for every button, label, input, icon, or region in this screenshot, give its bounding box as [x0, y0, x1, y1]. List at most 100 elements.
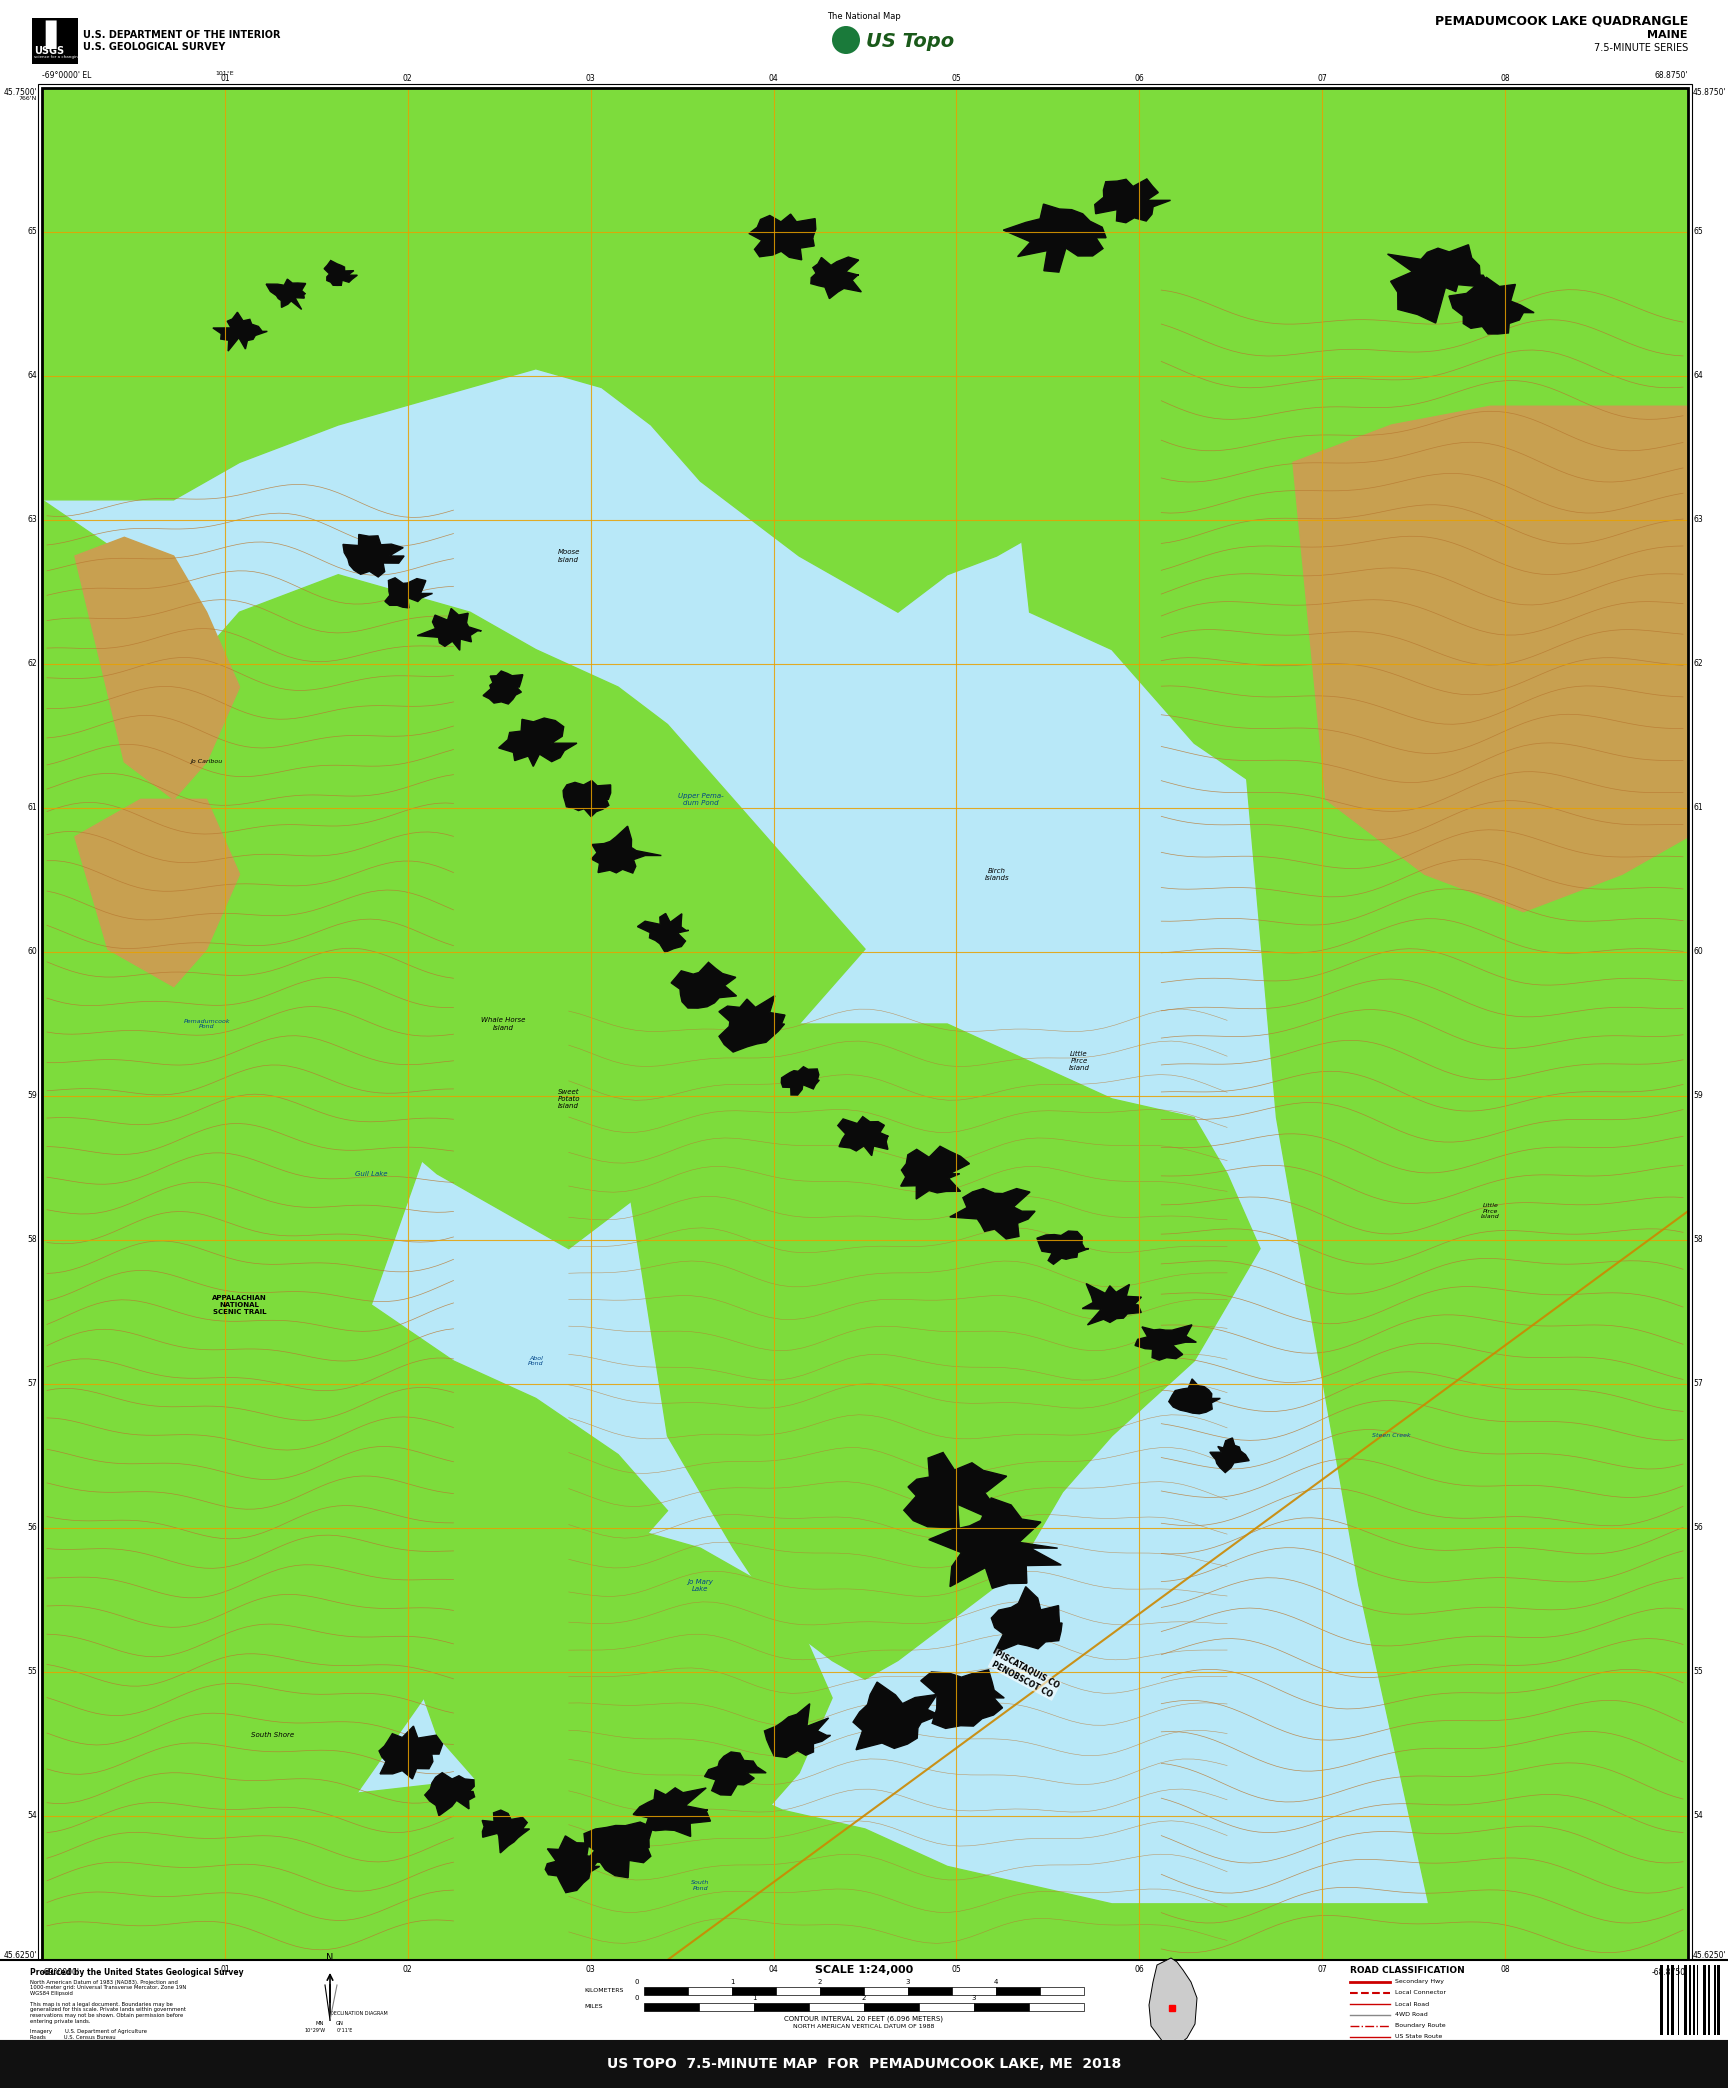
Polygon shape — [900, 1146, 969, 1199]
Bar — [700, 2002, 753, 2011]
Bar — [0, 1961, 1728, 2040]
Text: Hydrography   National Hydrography Dataset: Hydrography National Hydrography Dataset — [29, 2053, 150, 2057]
Text: DECLINATION DIAGRAM: DECLINATION DIAGRAM — [330, 2011, 387, 2017]
Text: 03: 03 — [586, 73, 596, 84]
Bar — [1661, 1965, 1662, 2036]
Text: 03: 03 — [586, 1965, 596, 1973]
Text: Secondary Hwy: Secondary Hwy — [1394, 1979, 1445, 1984]
Text: 4WD Road: 4WD Road — [1394, 2013, 1427, 2017]
Bar — [1704, 1965, 1706, 2036]
Text: 07: 07 — [1317, 1965, 1327, 1973]
Bar — [776, 1988, 821, 1994]
Polygon shape — [1082, 1284, 1142, 1326]
Bar — [1718, 1965, 1719, 2036]
Text: Boundaries     National Atlas: Boundaries National Atlas — [29, 2046, 105, 2050]
Polygon shape — [416, 608, 482, 649]
Polygon shape — [781, 1067, 819, 1094]
Text: 3: 3 — [905, 1979, 911, 1986]
Polygon shape — [484, 670, 524, 704]
Text: generalized for this scale. Private lands within government: generalized for this scale. Private land… — [29, 2007, 187, 2013]
Text: 1: 1 — [729, 1979, 734, 1986]
Bar — [1028, 2002, 1083, 2011]
Text: 0: 0 — [634, 1994, 639, 2000]
Text: 68.8750': 68.8750' — [1654, 71, 1688, 79]
Polygon shape — [719, 996, 785, 1052]
Text: 2: 2 — [862, 1994, 866, 2000]
Text: Gull Lake: Gull Lake — [354, 1171, 387, 1178]
Polygon shape — [266, 280, 306, 309]
Text: The National Map: The National Map — [828, 13, 900, 21]
Bar — [1685, 1965, 1687, 2036]
Polygon shape — [378, 1727, 442, 1779]
Polygon shape — [1037, 1232, 1089, 1265]
Text: 57: 57 — [28, 1380, 36, 1389]
Polygon shape — [482, 1810, 529, 1852]
Text: Birch
Islands: Birch Islands — [985, 869, 1009, 881]
Polygon shape — [563, 781, 610, 816]
Bar — [0, 0, 1728, 88]
Text: Boundaries:: Boundaries: — [1350, 2065, 1398, 2069]
Polygon shape — [41, 1173, 667, 1961]
Polygon shape — [1210, 1439, 1249, 1472]
Text: 64: 64 — [1693, 372, 1702, 380]
Polygon shape — [838, 1117, 888, 1155]
Polygon shape — [41, 1754, 1688, 1961]
Text: 56: 56 — [28, 1524, 36, 1533]
Text: 45.6250': 45.6250' — [1693, 1950, 1726, 1961]
Polygon shape — [342, 535, 404, 576]
Polygon shape — [992, 1587, 1063, 1654]
Text: reservations may not be shown. Obtain permission before: reservations may not be shown. Obtain pe… — [29, 2013, 183, 2017]
Text: GN: GN — [335, 2021, 344, 2025]
Polygon shape — [41, 313, 1688, 649]
Bar — [1688, 1965, 1692, 2036]
Text: ▐: ▐ — [35, 21, 55, 48]
Text: 0: 0 — [634, 1979, 639, 1986]
Text: US Topo: US Topo — [866, 31, 954, 50]
Text: Boundary Route: Boundary Route — [1394, 2023, 1446, 2030]
Text: U.S. GEOLOGICAL SURVEY: U.S. GEOLOGICAL SURVEY — [83, 42, 225, 52]
Polygon shape — [619, 1023, 1260, 1679]
Text: Names          U.S. Board on Geographic Names: Names U.S. Board on Geographic Names — [29, 2040, 152, 2046]
Text: Moose
Island: Moose Island — [558, 549, 581, 562]
Bar — [919, 2002, 975, 2011]
Text: 60: 60 — [1693, 948, 1702, 956]
Text: -69°0000' EL: -69°0000' EL — [41, 71, 92, 79]
Text: PISCATAQUIS CO
PENOBSCOT CO: PISCATAQUIS CO PENOBSCOT CO — [988, 1650, 1061, 1700]
Text: 08: 08 — [1500, 73, 1510, 84]
Text: 63: 63 — [1693, 516, 1702, 524]
Polygon shape — [950, 1188, 1035, 1238]
Text: Roads           U.S. Census Bureau: Roads U.S. Census Bureau — [29, 2036, 116, 2040]
Polygon shape — [904, 1453, 1007, 1528]
Text: entering private lands.: entering private lands. — [29, 2019, 90, 2023]
Polygon shape — [705, 1752, 766, 1796]
Polygon shape — [997, 200, 1688, 837]
Polygon shape — [810, 257, 861, 299]
Polygon shape — [584, 1823, 653, 1877]
Text: ROAD CLASSIFICATION: ROAD CLASSIFICATION — [1350, 1967, 1465, 1975]
Text: 64: 64 — [28, 372, 36, 380]
Text: 58: 58 — [1693, 1236, 1702, 1244]
Text: 58: 58 — [28, 1236, 36, 1244]
Text: 55: 55 — [1693, 1668, 1702, 1677]
Polygon shape — [425, 1773, 475, 1817]
Text: Abol
Pond: Abol Pond — [529, 1355, 544, 1366]
Text: Jo Mary
Lake: Jo Mary Lake — [688, 1579, 714, 1593]
Text: 59: 59 — [1693, 1092, 1702, 1100]
Bar — [0, 2040, 1728, 2088]
Bar — [33, 19, 78, 65]
Polygon shape — [74, 800, 240, 986]
Text: Little
Pirce
Island: Little Pirce Island — [1068, 1052, 1089, 1071]
Bar — [1671, 1965, 1674, 2036]
Text: 06: 06 — [1135, 1965, 1144, 1973]
Polygon shape — [854, 1683, 942, 1750]
Text: 63: 63 — [28, 516, 36, 524]
Text: 62: 62 — [28, 660, 36, 668]
Text: 04: 04 — [769, 73, 778, 84]
Polygon shape — [1388, 244, 1491, 324]
Polygon shape — [1149, 1959, 1198, 2046]
Text: MN: MN — [316, 2021, 325, 2025]
Text: 45.6250': 45.6250' — [3, 1950, 36, 1961]
Text: N: N — [327, 1952, 334, 1963]
Text: Sweet
Potato
Island: Sweet Potato Island — [558, 1088, 581, 1109]
Text: 65: 65 — [28, 228, 36, 236]
